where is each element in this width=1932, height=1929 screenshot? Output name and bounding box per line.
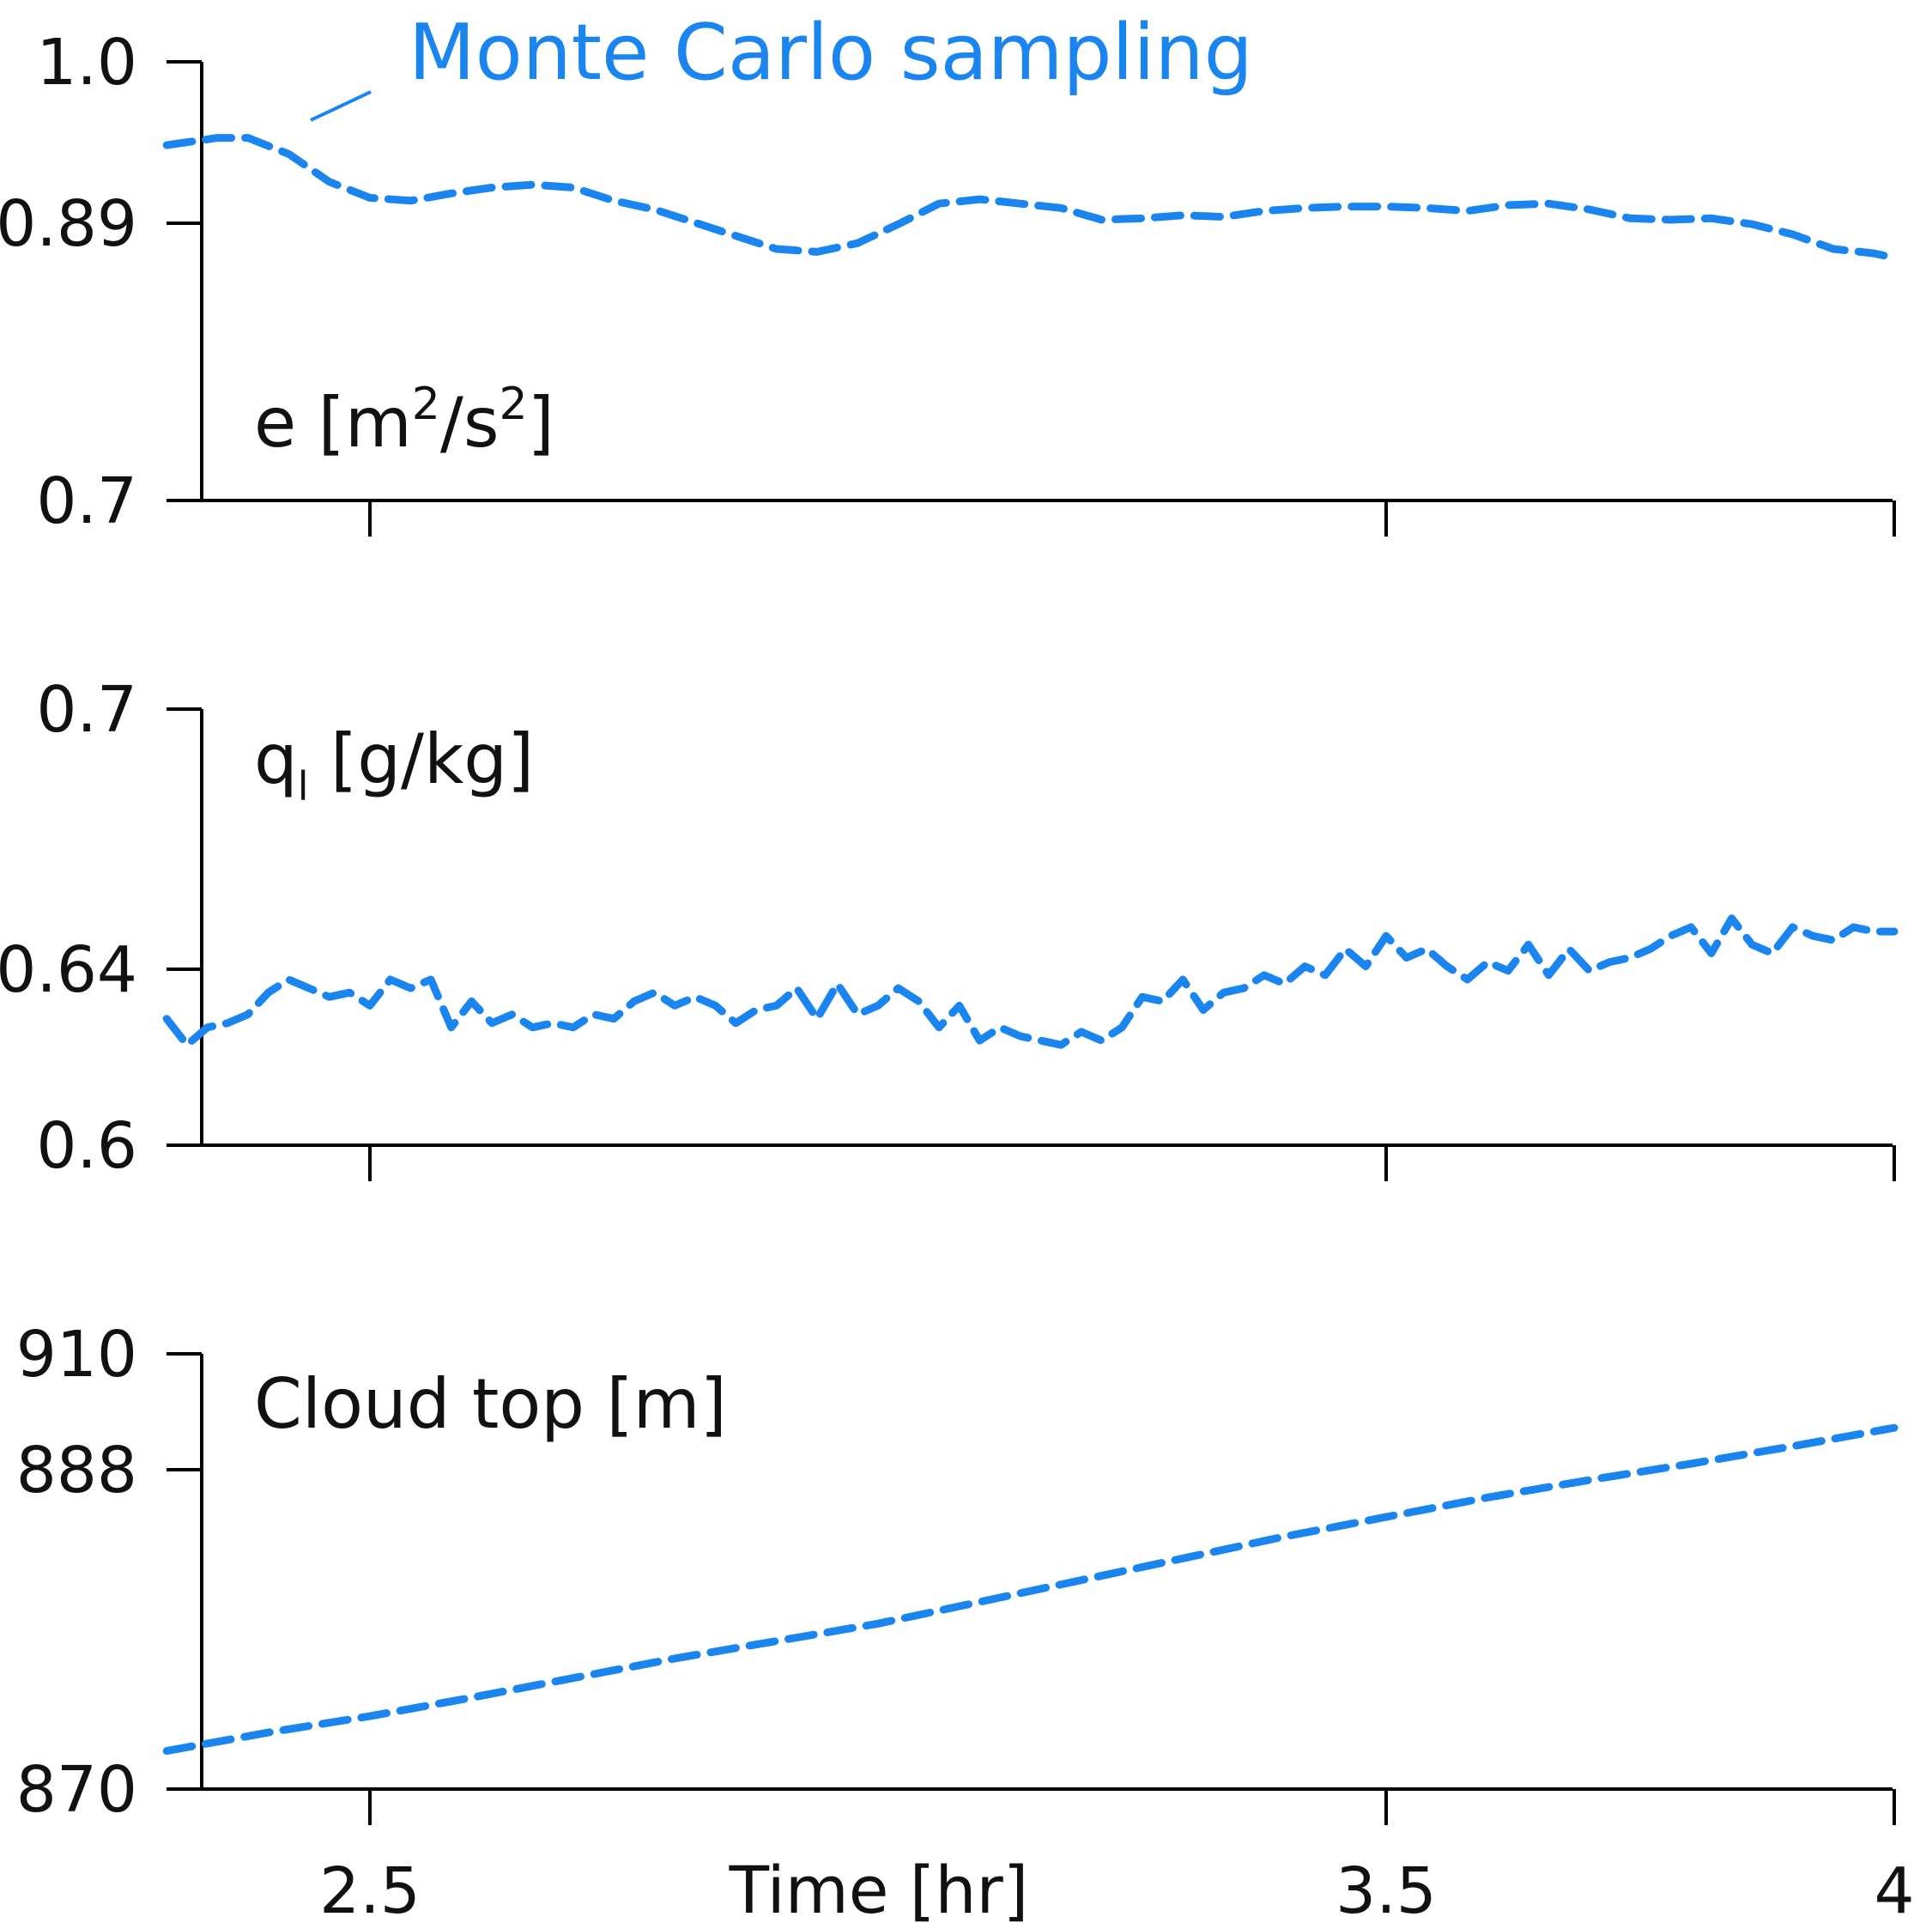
x-tick-label: 4 <box>1874 1854 1914 1928</box>
y-tick-label: 888 <box>16 1434 137 1507</box>
x-tick-label: 3.5 <box>1335 1854 1437 1928</box>
y-tick-label: 0.7 <box>36 464 137 538</box>
panel-label-energy-mid: /s <box>440 383 500 463</box>
series-line <box>162 134 1899 262</box>
series-line <box>162 1423 1899 1756</box>
y-tick-label: 870 <box>16 1753 137 1827</box>
panel-label-energy-end: ] <box>528 383 554 463</box>
y-tick-label: 0.7 <box>36 673 137 747</box>
panel-label-liquid: ql [g/kg] <box>254 719 534 810</box>
panel-label-liquid-sub: l <box>298 763 309 810</box>
panel-label-energy-sup1: 2 <box>412 379 440 430</box>
panel-label-liquid-end: [g/kg] <box>309 719 535 799</box>
panel-label-liquid-main: q <box>254 719 298 799</box>
y-tick-label: 0.64 <box>0 933 137 1007</box>
panel-label-energy-sup2: 2 <box>500 379 528 430</box>
panel-label-energy-main: e [m <box>254 383 412 463</box>
series-line <box>162 914 1899 1049</box>
y-tick-label: 0.89 <box>0 187 137 261</box>
panel-3: 910 888 870 <box>16 1318 1899 1827</box>
panel-2: 0.7 0.64 0.6 <box>0 673 1899 1183</box>
y-tick-label: 1.0 <box>36 26 137 100</box>
y-tick-label: 0.6 <box>36 1109 137 1183</box>
chart-root: 1.0 0.89 0.7 0.7 0.64 0.6 910 888 870 2.5 3.5 4 <box>0 26 1915 1928</box>
y-tick-label: 910 <box>16 1318 137 1392</box>
panel-label-energy: e [m2/s2] <box>254 379 554 463</box>
x-tick-labels: 2.5 3.5 4 <box>319 1854 1914 1928</box>
legend-label: Monte Carlo sampling <box>409 8 1253 98</box>
panel-labels: e [m2/s2] ql [g/kg] Cloud top [m] <box>254 379 727 1444</box>
x-tick-label: 2.5 <box>319 1854 421 1928</box>
panel-label-cloudtop: Cloud top [m] <box>254 1364 727 1444</box>
legend-leader-line <box>310 90 372 122</box>
panel-1: 1.0 0.89 0.7 <box>0 26 1899 538</box>
legend: Monte Carlo sampling <box>310 8 1253 122</box>
x-axis-title: Time [hr] <box>729 1852 1029 1928</box>
